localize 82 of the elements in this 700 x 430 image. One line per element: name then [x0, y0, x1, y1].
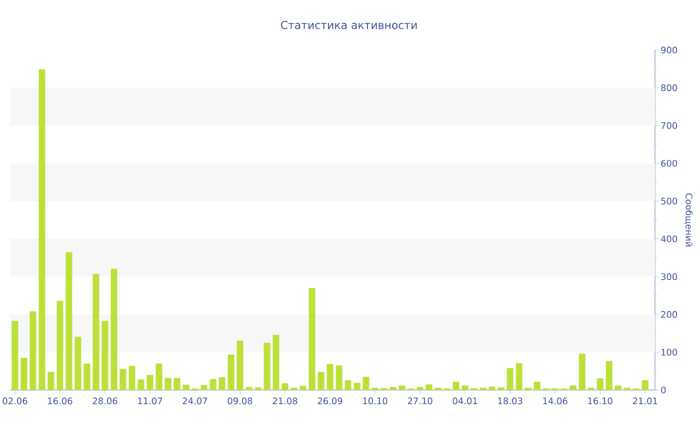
bar	[74, 336, 82, 390]
y-tick-label: 300	[661, 273, 678, 280]
bar	[614, 385, 622, 390]
bar	[642, 380, 648, 390]
bar	[272, 334, 280, 390]
bar	[488, 386, 496, 390]
x-tick-label: 16.10	[588, 398, 612, 404]
bar	[48, 372, 54, 390]
bar	[254, 387, 262, 390]
bar	[92, 274, 100, 390]
bar	[326, 364, 334, 390]
bar	[516, 363, 522, 390]
x-tick-label: 21.08	[272, 398, 298, 404]
bar	[84, 364, 90, 390]
x-tick-label: 04.01	[452, 398, 478, 404]
bar	[182, 384, 190, 390]
bar	[336, 365, 342, 390]
x-tick-label: 16.06	[48, 398, 72, 404]
x-tick-label: 14.06	[543, 398, 568, 404]
bar	[596, 378, 604, 390]
bar	[156, 364, 162, 390]
bar	[102, 320, 108, 390]
bar	[210, 379, 216, 390]
y-tick-label: 100	[662, 348, 678, 356]
x-tick-label: 11.07	[138, 398, 162, 404]
bar	[426, 384, 432, 390]
bar	[218, 377, 226, 390]
y-tick-label: 900	[661, 46, 678, 54]
bar	[506, 368, 514, 390]
bar	[146, 374, 154, 390]
bar	[318, 372, 324, 390]
bar	[56, 300, 64, 390]
bar	[362, 376, 370, 390]
y-tick-label: 800	[661, 84, 678, 92]
bar	[354, 382, 360, 390]
bar	[246, 386, 252, 390]
bar	[390, 386, 396, 390]
bar	[606, 360, 612, 390]
y-tick-label: 600	[661, 160, 678, 167]
bar	[120, 368, 126, 390]
y-tick-label: 200	[661, 311, 678, 318]
x-tick-label: 27.10	[408, 398, 432, 404]
x-tick-label: 26.09	[318, 398, 342, 404]
bar	[128, 366, 136, 390]
bar	[308, 288, 316, 390]
bar	[66, 252, 72, 390]
x-tick-label: 18.03	[498, 398, 522, 404]
bar	[12, 320, 18, 390]
bar	[344, 380, 352, 390]
x-tick-label: 09.08	[228, 398, 252, 404]
bar	[20, 358, 28, 390]
bar	[236, 340, 244, 390]
bar	[462, 385, 468, 390]
bar	[200, 385, 208, 390]
bar	[282, 383, 288, 390]
chart-title: Статистика активности	[280, 20, 417, 30]
bar	[398, 385, 406, 390]
y-tick-label: 700	[661, 122, 678, 129]
y-tick-label: 500	[661, 198, 678, 205]
y-tick-label: 0	[661, 386, 666, 394]
x-tick-label: 21.01	[632, 398, 658, 404]
x-tick-label: 28.06	[92, 398, 118, 404]
bar	[164, 378, 172, 390]
y-axis-title: Сообщений	[684, 193, 693, 246]
bar	[174, 378, 180, 390]
x-tick-label: 10.10	[363, 398, 388, 404]
bar	[300, 386, 306, 390]
bar	[416, 386, 424, 390]
bar	[228, 354, 234, 390]
bar	[138, 379, 144, 390]
x-tick-label: 24.07	[182, 398, 208, 404]
bar	[570, 385, 576, 390]
bar	[110, 268, 118, 390]
x-tick-label: 02.06	[2, 398, 28, 404]
bar	[534, 382, 540, 390]
bar	[38, 69, 46, 390]
y-tick-label: 400	[660, 236, 678, 242]
bar	[578, 354, 586, 390]
bar	[30, 311, 36, 390]
bar	[264, 342, 270, 390]
bar	[452, 382, 460, 390]
bar	[498, 387, 504, 390]
